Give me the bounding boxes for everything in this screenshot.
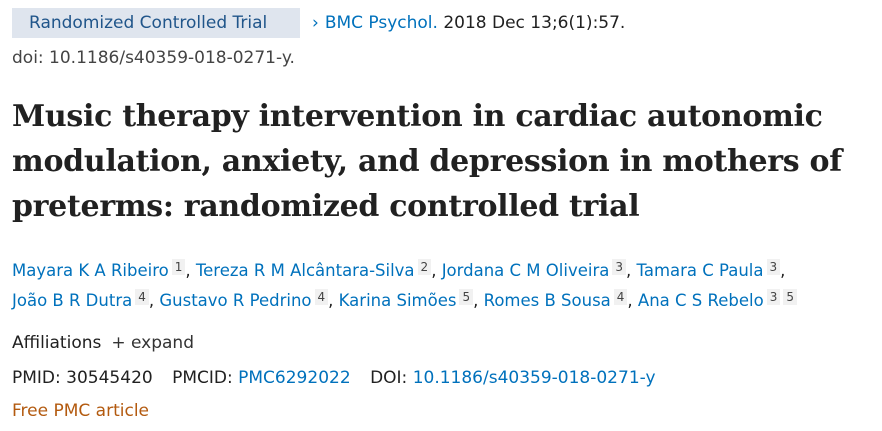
citation: › BMC Psychol. 2018 Dec 13;6(1):57.: [312, 13, 625, 33]
journal-link[interactable]: BMC Psychol.: [324, 13, 438, 33]
author-link[interactable]: Mayara K A Ribeiro: [12, 261, 169, 280]
pmid-value: 30545420: [66, 368, 153, 388]
author-link[interactable]: Tereza R M Alcântara-Silva: [195, 261, 415, 280]
authors-list: Mayara K A Ribeiro 1, Tereza R M Alcântar…: [12, 256, 872, 316]
author-link[interactable]: Karina Simões: [338, 291, 457, 310]
author-link[interactable]: Tamara C Paula: [636, 261, 764, 280]
page-title: Music therapy intervention in cardiac au…: [12, 99, 842, 224]
free-pmc-article-label: Free PMC article: [12, 401, 149, 421]
affiliations: Affiliations + expand: [12, 333, 194, 353]
affiliation-ref[interactable]: 3: [766, 289, 781, 305]
pmcid-link[interactable]: PMC6292022: [238, 368, 351, 388]
author-link[interactable]: Jordana C M Oliveira: [441, 261, 610, 280]
doi-label: DOI:: [370, 368, 408, 388]
affiliation-ref[interactable]: 3: [612, 259, 626, 275]
author-link[interactable]: Gustavo R Pedrino: [159, 291, 312, 310]
doi-link[interactable]: 10.1186/s40359-018-0271-y: [412, 368, 656, 388]
affiliation-ref[interactable]: 5: [459, 289, 474, 305]
pmcid-label: PMCID:: [172, 368, 233, 388]
author-link[interactable]: Romes B Sousa: [483, 291, 611, 310]
citation-doi: doi: 10.1186/s40359-018-0271-y.: [12, 48, 295, 68]
citation-date: 2018 Dec 13;6(1):57.: [437, 13, 626, 33]
affiliations-label: Affiliations: [12, 333, 102, 353]
affiliation-ref[interactable]: 2: [417, 259, 432, 275]
article-type-badge: Randomized Controlled Trial: [12, 8, 300, 38]
author-link[interactable]: Ana C S Rebelo: [637, 291, 764, 310]
affiliation-ref[interactable]: 1: [171, 259, 186, 275]
affiliation-ref[interactable]: 4: [314, 289, 329, 305]
affiliation-ref[interactable]: 3: [766, 259, 781, 275]
affiliation-ref[interactable]: 5: [783, 289, 797, 305]
identifiers: PMID: 30545420 PMCID: PMC6292022 DOI: 10…: [12, 368, 656, 388]
affiliation-ref[interactable]: 4: [135, 289, 149, 305]
expand-affiliations-button[interactable]: + expand: [111, 333, 195, 353]
affiliation-ref[interactable]: 4: [613, 289, 628, 305]
chevron-right-icon: ›: [312, 13, 319, 33]
author-link[interactable]: João B R Dutra: [12, 291, 133, 310]
pmid-label: PMID:: [12, 368, 61, 388]
